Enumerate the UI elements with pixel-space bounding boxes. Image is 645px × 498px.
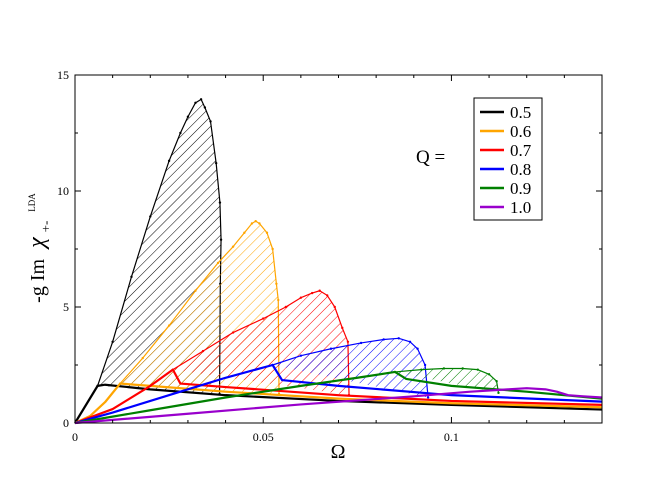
data-point-0.5 [179,131,182,135]
data-point-0.8 [382,338,385,341]
data-point-0.6 [141,356,144,360]
hatched-region-0.8 [272,338,429,398]
legend-title: Q = [416,147,445,168]
data-point-0.6 [250,222,254,225]
svg-text:-g Im χ +- L: -g Im χ +- LDA [24,193,55,303]
noisy-curve-0.8 [272,337,429,398]
legend-label-1.0: 1.0 [510,198,531,217]
data-point-0.6 [258,222,261,225]
legend-label-0.9: 0.9 [510,179,531,198]
data-point-0.7 [299,296,303,299]
data-point-0.6 [231,245,235,248]
y-axis-title-chi: χ [24,236,50,250]
data-point-0.8 [416,347,419,350]
y-tick-label: 10 [57,184,69,198]
data-point-0.6 [243,231,246,234]
data-point-0.5 [149,215,152,218]
y-axis-title-superscript: LDA [27,193,37,212]
series-line-0.8 [74,363,603,425]
series-lines [74,363,603,425]
data-point-0.5 [167,159,171,163]
data-point-0.6 [194,289,197,292]
data-point-0.8 [408,340,412,343]
data-point-0.9 [495,380,498,383]
legend-label-0.5: 0.5 [510,103,531,122]
data-point-0.7 [231,331,235,334]
axis-ticks: 0 0.05 0.1 0 5 10 15 [57,68,603,444]
data-point-0.8 [426,396,430,399]
data-point-0.6 [265,231,269,234]
data-point-0.7 [284,305,287,309]
x-tick-label: 0 [72,430,78,444]
noisy-curve-0.9 [394,367,500,393]
y-tick-label: 15 [57,68,69,82]
x-axis-title: Ω [331,441,346,463]
data-point-0.5 [203,106,207,109]
data-point-0.6 [275,282,278,285]
data-point-0.7 [326,294,329,297]
data-point-0.9 [442,367,446,370]
data-point-0.5 [209,120,212,123]
data-point-0.6 [277,298,280,302]
legend-label-0.6: 0.6 [510,122,531,141]
series-line-1.0 [74,387,603,425]
data-point-0.9 [420,368,423,371]
data-point-0.5 [111,340,114,343]
data-point-0.9 [497,391,500,395]
data-point-0.8 [329,347,333,350]
data-point-0.8 [359,341,363,345]
data-point-0.9 [476,368,479,371]
x-tick-label: 0.05 [253,430,274,444]
data-point-0.6 [167,324,171,327]
data-point-0.5 [194,101,197,105]
y-axis-title-main: -g Im [27,258,49,302]
data-point-0.6 [216,261,220,265]
data-point-0.5 [218,201,222,204]
hatched-regions [96,98,500,399]
data-point-0.5 [214,161,218,165]
data-point-0.7 [262,317,265,320]
series-line-0.9 [74,370,603,425]
data-point-0.6 [254,219,257,223]
data-point-0.5 [199,98,203,101]
data-point-0.7 [333,305,336,309]
data-point-0.5 [219,238,223,241]
y-axis-title-subscript: +- [38,221,53,233]
data-point-0.7 [318,289,321,292]
data-point-0.7 [201,349,205,353]
legend: 0.50.60.70.80.91.0 [473,97,543,221]
legend-box [473,97,543,221]
data-point-0.6 [271,247,274,251]
series-line-0.7 [74,368,603,425]
data-point-0.9 [461,367,464,370]
y-tick-label: 5 [63,300,69,314]
data-point-0.8 [299,354,303,357]
noisy-curve-0.5 [97,98,222,395]
y-tick-label: 0 [63,416,69,430]
y-axis-title: -g Im χ +- LDA [24,193,55,303]
data-point-0.5 [130,275,133,279]
series-line-0.5 [74,383,603,424]
legend-label-0.8: 0.8 [510,160,531,179]
data-point-0.7 [310,291,314,295]
x-tick-label: 0.1 [444,430,459,444]
data-point-0.9 [487,373,491,376]
data-point-0.8 [423,363,427,367]
data-point-0.7 [346,340,350,343]
data-point-0.7 [341,326,344,330]
data-point-0.8 [397,337,400,340]
data-point-0.5 [186,115,190,118]
legend-label-0.7: 0.7 [510,141,532,160]
